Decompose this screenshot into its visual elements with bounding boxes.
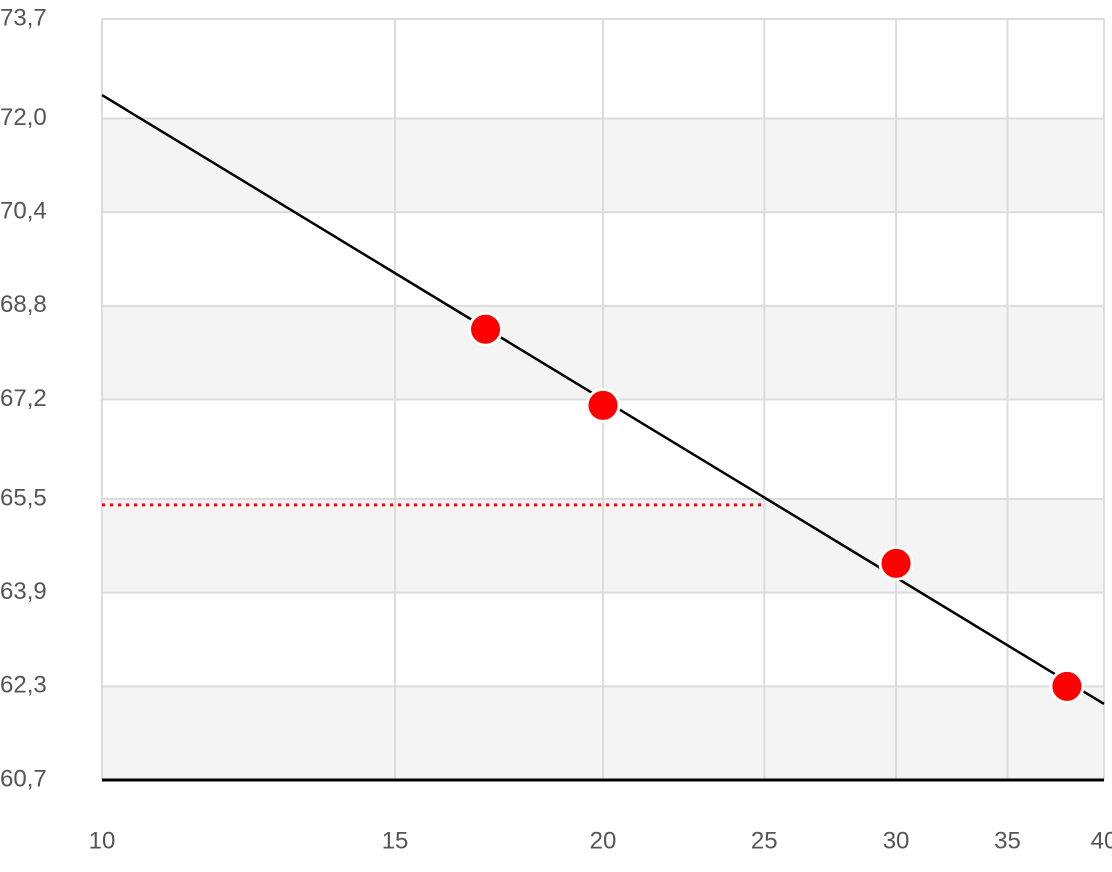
x-tick-label: 10: [89, 827, 116, 854]
x-tick-label: 35: [994, 827, 1021, 854]
y-tick-label: 68,8: [0, 291, 47, 318]
x-tick-label: 20: [590, 827, 617, 854]
point: [585, 387, 621, 423]
point: [878, 545, 914, 581]
point: [468, 311, 504, 347]
y-tick-label: 70,4: [0, 198, 47, 225]
point: [1049, 668, 1085, 704]
x-tick-label: 40: [1091, 827, 1112, 854]
x-tick-label: 15: [382, 827, 409, 854]
y-tick-label: 62,3: [0, 672, 47, 699]
y-tick-label: 63,9: [0, 578, 47, 605]
y-tick-label: 73,7: [0, 4, 47, 31]
y-tick-label: 67,2: [0, 385, 47, 412]
x-tick-label: 30: [883, 827, 910, 854]
y-tick-label: 65,5: [0, 484, 47, 511]
y-tick-label: 60,7: [0, 765, 47, 792]
y-tick-label: 72,0: [0, 104, 47, 131]
x-tick-label: 25: [751, 827, 778, 854]
